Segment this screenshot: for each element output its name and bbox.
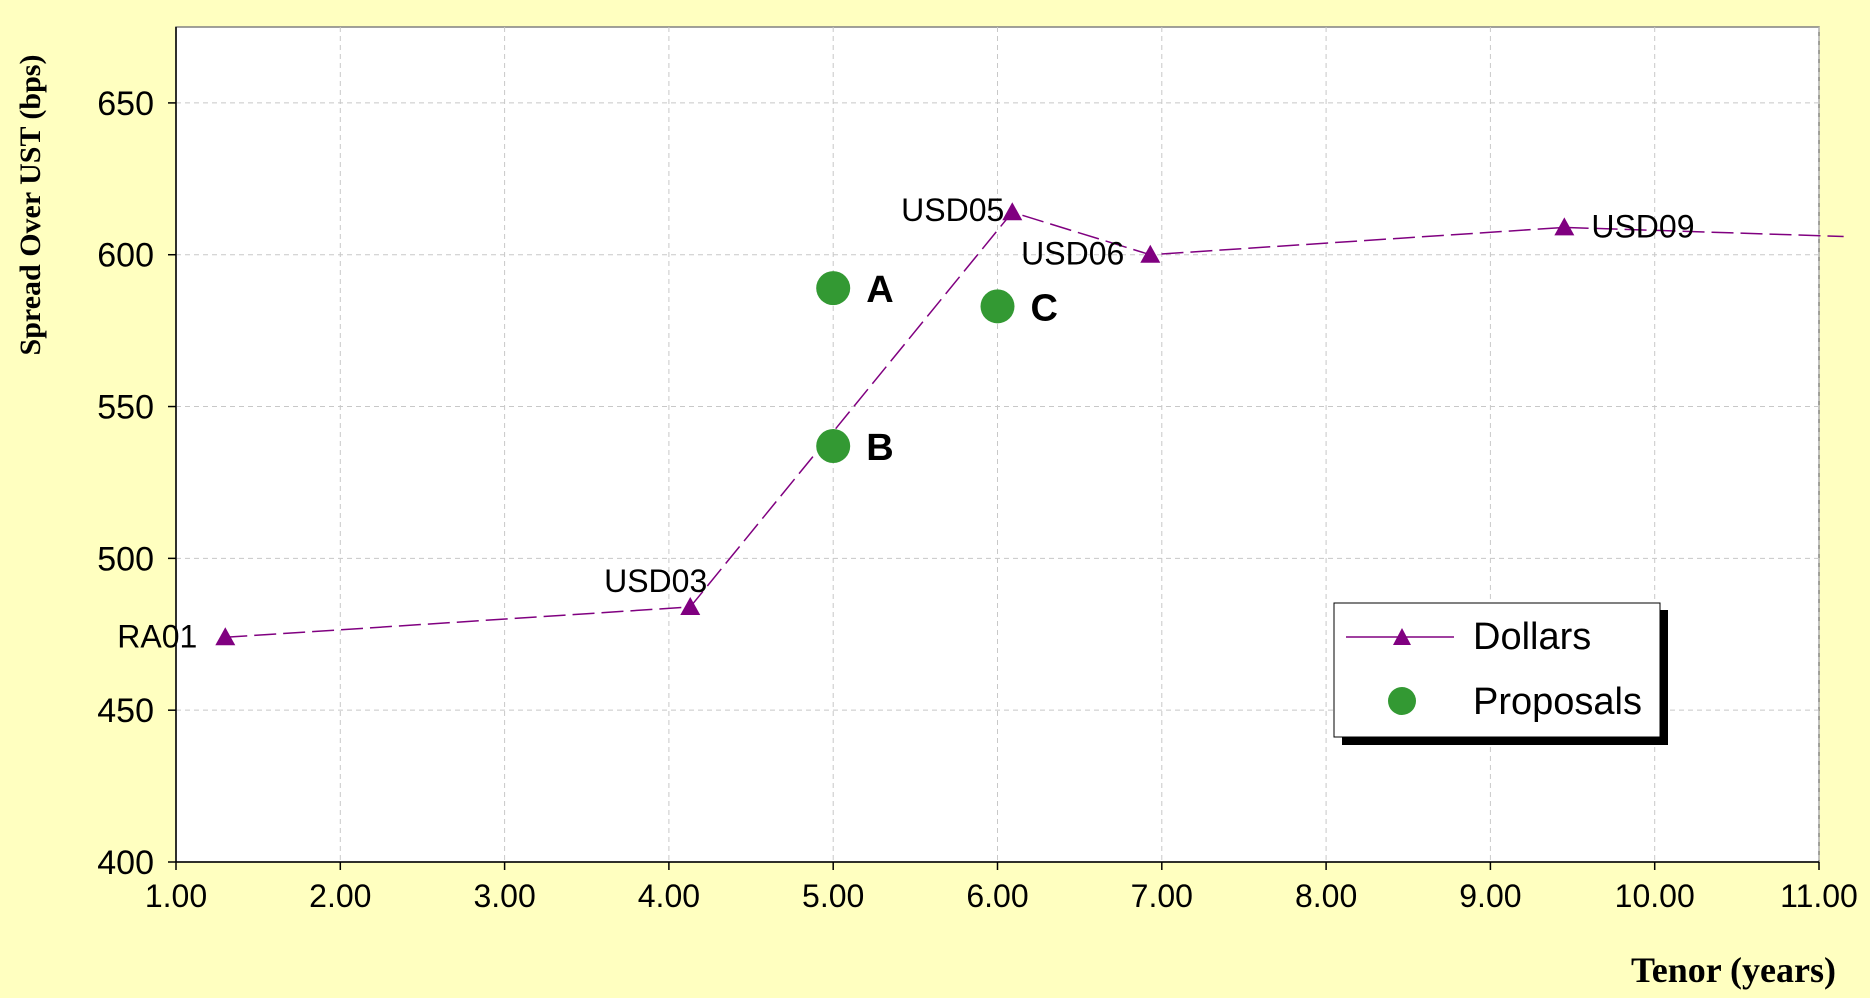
x-axis-title: Tenor (years) [1631, 950, 1836, 990]
y-tick-label: 600 [97, 237, 154, 275]
proposal-point-marker [980, 289, 1015, 324]
dollars-point-marker [1554, 217, 1575, 236]
dollars-point-label: USD05 [901, 192, 1004, 228]
dollars-point-marker [1140, 244, 1161, 263]
x-tick-label: 7.00 [1131, 878, 1193, 914]
x-tick-label: 2.00 [309, 878, 371, 914]
y-tick-label: 450 [97, 692, 154, 730]
axes [168, 27, 1820, 870]
gridlines [176, 27, 1820, 862]
proposal-point-marker [816, 271, 851, 306]
dollars-point-label: RA01 [117, 618, 197, 654]
dollars-point-marker [1002, 202, 1023, 221]
dollars-point-marker [680, 596, 701, 615]
y-tick-label: 400 [97, 844, 154, 882]
dollars-point-marker [215, 627, 236, 646]
proposal-point-label: C [1031, 287, 1058, 329]
data-labels: RA01 USD03 USD05 USD06 USD09 A B C [117, 192, 1694, 654]
x-tick-label: 4.00 [638, 878, 700, 914]
x-tick-label: 1.00 [145, 878, 207, 914]
y-tick-label: 500 [97, 540, 154, 578]
legend-proposals-marker [1388, 687, 1416, 715]
legend: Dollars Proposals [1333, 602, 1668, 745]
proposal-point-label: B [866, 427, 893, 469]
dollars-point-label: USD03 [604, 563, 707, 599]
x-tick-label: 9.00 [1459, 878, 1521, 914]
dollars-point-label: USD06 [1021, 236, 1124, 272]
x-tick-label: 11.00 [1780, 878, 1858, 914]
dollars-point-label: USD09 [1591, 208, 1694, 244]
y-tick-label: 550 [97, 389, 154, 427]
tick-labels: 1.00 2.00 3.00 4.00 5.00 6.00 7.00 8.00 9.00 10.0… [97, 85, 1858, 914]
legend-dollars-marker [1393, 628, 1411, 645]
proposal-point-marker [816, 429, 851, 464]
legend-label-proposals: Proposals [1473, 681, 1642, 723]
x-tick-label: 3.00 [473, 878, 535, 914]
legend-label-dollars: Dollars [1473, 616, 1591, 658]
proposal-point-label: A [866, 269, 893, 311]
x-tick-label: 8.00 [1295, 878, 1357, 914]
dollars-series-line [225, 211, 1844, 639]
series [215, 202, 1844, 646]
x-tick-label: 5.00 [802, 878, 864, 914]
y-axis-title: Spread Over UST (bps) [14, 55, 47, 356]
x-tick-label: 10.00 [1615, 878, 1695, 914]
legend-box [1333, 602, 1661, 738]
x-tick-label: 6.00 [966, 878, 1028, 914]
y-tick-label: 650 [97, 85, 154, 123]
